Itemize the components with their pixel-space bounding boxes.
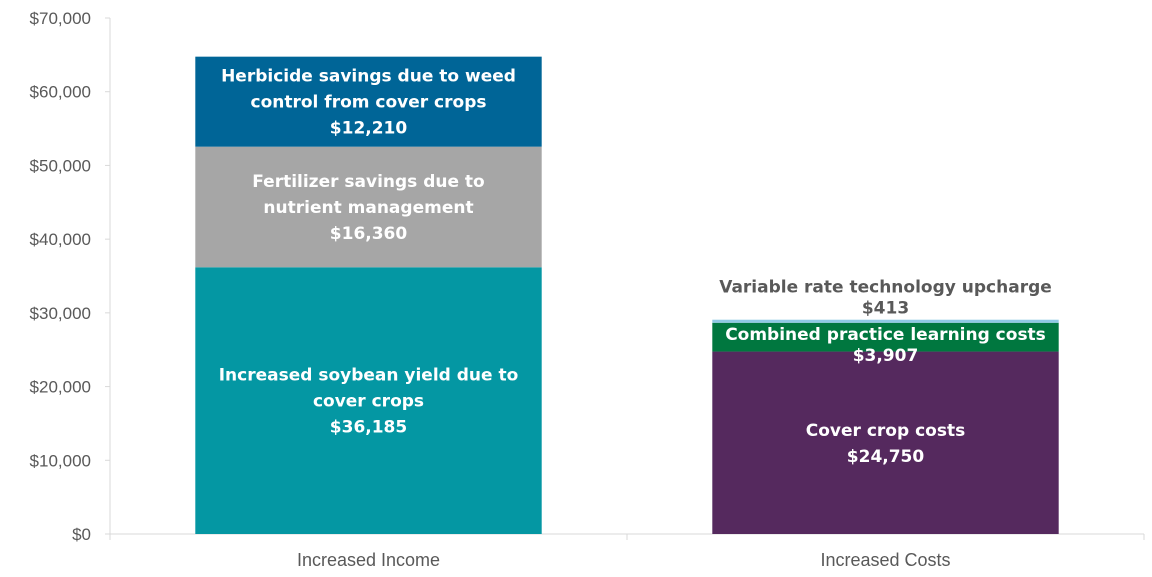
- y-axis: $0 $10,000 $20,000 $30,000 $40,000 $50,000 $60…: [30, 9, 111, 544]
- segment-label: Fertilizer savings due to: [252, 172, 485, 192]
- segment-label: Increased soybean yield due to: [219, 366, 519, 386]
- segment-value-label: $3,907: [853, 346, 919, 366]
- y-tick-label: $60,000: [30, 83, 91, 102]
- bar-segment: [195, 267, 542, 534]
- segment-label: Cover crop costs: [806, 421, 965, 441]
- bar-stacks: [195, 56, 1059, 534]
- x-axis: Increased Income Increased Costs: [109, 533, 1145, 570]
- segment-label: Variable rate technology upcharge: [719, 278, 1052, 298]
- x-category-label: Increased Income: [297, 550, 440, 570]
- segment-value-label: $36,185: [330, 418, 407, 438]
- bar-segment: [712, 351, 1059, 534]
- segment-labels: Increased soybean yield due to cover crop…: [219, 67, 1052, 467]
- bar-segment: [195, 146, 542, 268]
- segment-label: nutrient management: [263, 198, 473, 218]
- bar-segment: [712, 319, 1059, 323]
- y-tick-label: $70,000: [30, 9, 91, 28]
- y-tick-label: $40,000: [30, 230, 91, 249]
- segment-label: cover crops: [313, 392, 424, 412]
- x-category-label: Increased Costs: [820, 550, 950, 570]
- y-tick-label: $30,000: [30, 304, 91, 323]
- y-tick-label: $50,000: [30, 156, 91, 175]
- bar-segment: [712, 322, 1059, 352]
- segment-value-label: $24,750: [847, 447, 925, 467]
- segment-label: control from cover crops: [251, 93, 487, 113]
- segment-value-label: $12,210: [330, 119, 408, 139]
- segment-value-label: $413: [862, 299, 909, 319]
- y-tick-label: $20,000: [30, 378, 91, 397]
- segment-label: Herbicide savings due to weed: [221, 67, 516, 87]
- segment-value-label: $16,360: [330, 224, 408, 244]
- y-tick-label: $0: [72, 525, 91, 544]
- segment-label: Combined practice learning costs: [725, 325, 1046, 345]
- y-tick-label: $10,000: [30, 451, 91, 470]
- bar-segment: [195, 56, 542, 147]
